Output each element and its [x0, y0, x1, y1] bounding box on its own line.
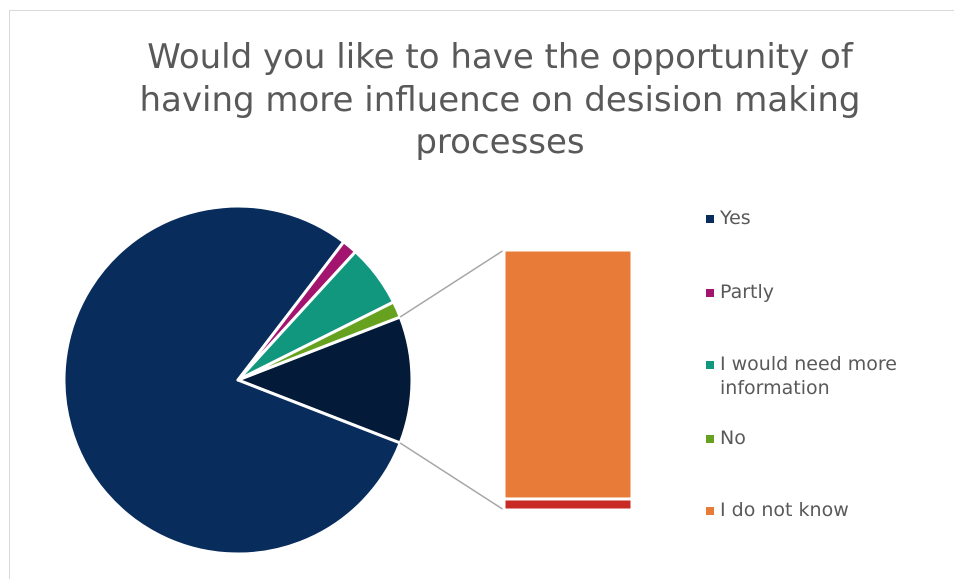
connector-line-top: [399, 249, 505, 318]
legend-label: I do not know: [720, 499, 849, 521]
pie-slices: [62, 204, 414, 556]
legend-item-i-do-not-know: I do not know: [706, 498, 952, 522]
legend-swatch: [706, 215, 714, 223]
legend-label: Yes: [720, 207, 751, 229]
legend-item-no: No: [706, 426, 952, 450]
legend-swatch: [706, 435, 714, 443]
legend-label: Partly: [720, 281, 775, 303]
secondary-bar: [502, 248, 634, 512]
bar-segment-other-5: [502, 497, 634, 512]
legend-item-yes: Yes: [706, 206, 952, 230]
legend-swatch: [706, 289, 714, 297]
bar-segment-i-do-not-know: [502, 248, 634, 501]
pie-slice-yes: [62, 204, 402, 556]
connector-line-bottom: [399, 442, 505, 511]
legend-label: I would need more information: [720, 353, 897, 399]
connector-lines: [399, 249, 505, 511]
chart-frame: [9, 10, 954, 579]
legend-label: No: [720, 427, 746, 449]
pie-slice-other: [236, 315, 414, 445]
legend-swatch: [706, 361, 714, 369]
legend-swatch: [706, 507, 714, 515]
legend-item-partly: Partly: [706, 280, 952, 304]
legend-item-i-would-need-more-information: I would need more information: [706, 352, 952, 400]
chart-title: Would you like to have the opportunity o…: [139, 37, 861, 162]
